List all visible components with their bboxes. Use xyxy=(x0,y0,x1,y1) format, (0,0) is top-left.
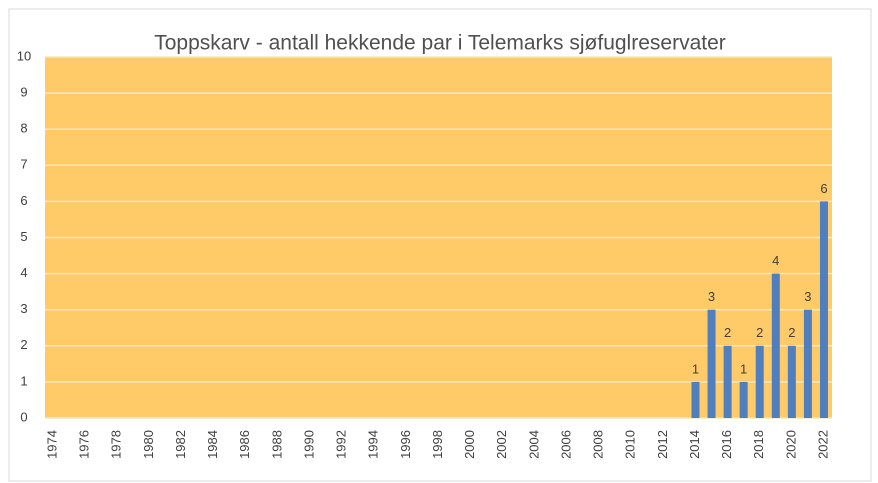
y-tick-label: 10 xyxy=(17,48,31,63)
data-label: 1 xyxy=(740,361,747,376)
x-tick-label: 2006 xyxy=(558,430,573,459)
y-tick-label: 8 xyxy=(20,121,27,136)
data-label: 3 xyxy=(708,289,715,304)
x-tick-label: 2014 xyxy=(687,430,702,459)
bar xyxy=(707,309,716,418)
bar xyxy=(803,309,812,418)
bar xyxy=(787,345,796,418)
x-tick-label: 2020 xyxy=(783,430,798,459)
y-tick-label: 0 xyxy=(20,409,27,424)
x-tick-label: 1984 xyxy=(205,430,220,459)
x-tick-label: 1974 xyxy=(44,430,59,459)
bar xyxy=(755,345,764,418)
data-label: 2 xyxy=(724,325,731,340)
x-tick-label: 1998 xyxy=(430,430,445,459)
x-tick-label: 2002 xyxy=(494,430,509,459)
bar xyxy=(691,381,700,418)
data-label: 3 xyxy=(804,289,811,304)
data-label: 6 xyxy=(820,181,827,196)
x-tick-label: 1986 xyxy=(237,430,252,459)
data-label: 2 xyxy=(788,325,795,340)
x-tick-label: 1996 xyxy=(398,430,413,459)
y-tick-label: 7 xyxy=(20,157,27,172)
x-tick-label: 2016 xyxy=(719,430,734,459)
y-tick-label: 5 xyxy=(20,229,27,244)
chart-title: Toppskarv - antall hekkende par i Telema… xyxy=(154,32,726,55)
x-tick-label: 2018 xyxy=(751,430,766,459)
x-tick-label: 2012 xyxy=(655,430,670,459)
x-tick-label: 1994 xyxy=(366,430,381,459)
y-tick-label: 3 xyxy=(20,301,27,316)
y-tick-label: 4 xyxy=(20,265,27,280)
bar xyxy=(819,201,828,418)
y-tick-label: 1 xyxy=(20,373,27,388)
y-tick-label: 2 xyxy=(20,337,27,352)
bar xyxy=(723,345,732,418)
x-tick-label: 1982 xyxy=(173,430,188,459)
x-tick-label: 1990 xyxy=(301,430,316,459)
data-label: 4 xyxy=(772,253,779,268)
chart-border xyxy=(8,8,872,482)
x-tick-label: 1980 xyxy=(141,430,156,459)
y-tick-label: 6 xyxy=(20,193,27,208)
x-tick-label: 2004 xyxy=(526,430,541,459)
x-tick-label: 1976 xyxy=(77,430,92,459)
data-label: 1 xyxy=(692,361,699,376)
x-tick-label: 1992 xyxy=(334,430,349,459)
x-tick-label: 2022 xyxy=(815,430,830,459)
x-tick-label: 2008 xyxy=(591,430,606,459)
y-tick-label: 9 xyxy=(20,85,27,100)
x-tick-label: 1988 xyxy=(269,430,284,459)
bar xyxy=(739,381,748,418)
x-tick-label: 1978 xyxy=(109,430,124,459)
bar xyxy=(771,273,780,418)
x-tick-label: 2000 xyxy=(462,430,477,459)
data-label: 2 xyxy=(756,325,763,340)
x-tick-label: 2010 xyxy=(623,430,638,459)
